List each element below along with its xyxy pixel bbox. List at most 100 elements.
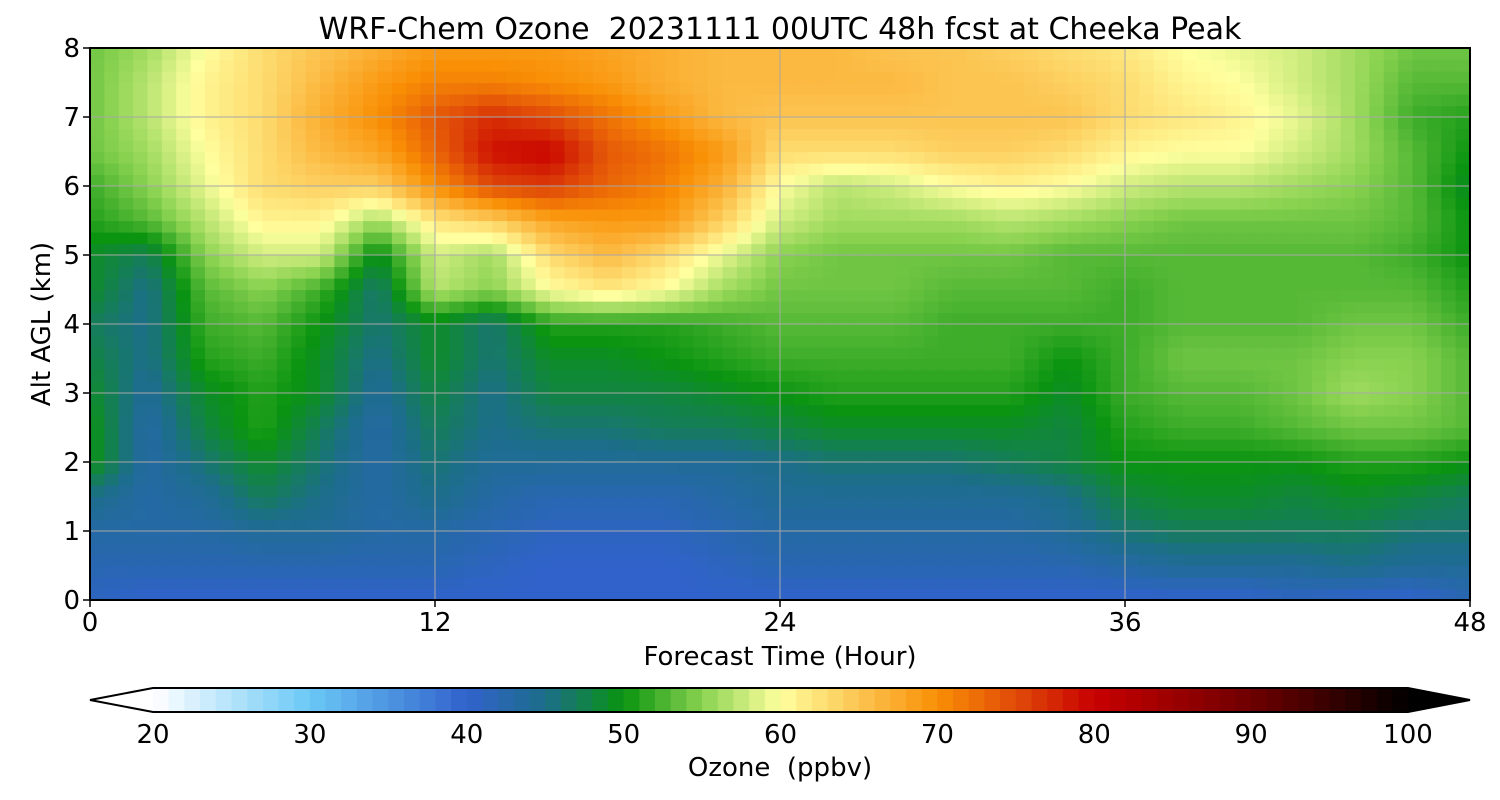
heatmap-cell bbox=[219, 404, 235, 417]
heatmap-cell bbox=[866, 105, 882, 118]
heatmap-cell bbox=[1110, 255, 1126, 268]
heatmap-cell bbox=[118, 117, 134, 130]
heatmap-cell bbox=[722, 232, 738, 245]
heatmap-cell bbox=[1211, 324, 1227, 337]
heatmap-cell bbox=[693, 404, 709, 417]
heatmap-cell bbox=[348, 232, 364, 245]
heatmap-cell bbox=[1225, 163, 1241, 176]
heatmap-cell bbox=[708, 163, 724, 176]
heatmap-cell bbox=[1125, 542, 1140, 555]
heatmap-cell bbox=[535, 232, 551, 245]
heatmap-cell bbox=[161, 462, 177, 475]
heatmap-cell bbox=[1369, 370, 1385, 383]
heatmap-cell bbox=[952, 82, 968, 95]
heatmap-cell bbox=[506, 312, 522, 325]
heatmap-cell bbox=[851, 209, 867, 222]
heatmap-cell bbox=[1168, 140, 1184, 153]
heatmap-cell bbox=[938, 140, 954, 153]
heatmap-cell bbox=[1441, 48, 1457, 61]
heatmap-cell bbox=[1211, 163, 1227, 176]
heatmap-cell bbox=[1096, 209, 1112, 222]
heatmap-cell bbox=[1096, 105, 1112, 118]
heatmap-cell bbox=[363, 128, 379, 141]
heatmap-cell bbox=[1024, 94, 1040, 107]
heatmap-cell bbox=[1254, 381, 1270, 394]
heatmap-cell bbox=[909, 370, 925, 383]
heatmap-cell bbox=[190, 255, 206, 268]
heatmap-cell bbox=[1081, 94, 1097, 107]
heatmap-cell bbox=[391, 48, 407, 61]
heatmap-cell bbox=[363, 554, 379, 567]
heatmap-cell bbox=[1383, 404, 1399, 417]
heatmap-cell bbox=[521, 496, 537, 509]
heatmap-cell bbox=[1110, 439, 1126, 452]
colorbar-segment bbox=[388, 688, 405, 712]
heatmap-cell bbox=[794, 485, 810, 498]
heatmap-cell bbox=[650, 416, 666, 429]
heatmap-cell bbox=[1311, 209, 1327, 222]
heatmap-cell bbox=[1355, 370, 1370, 383]
heatmap-cell bbox=[550, 554, 565, 567]
heatmap-cell bbox=[1441, 82, 1457, 95]
heatmap-cell bbox=[880, 186, 896, 199]
heatmap-cell bbox=[665, 163, 680, 176]
heatmap-cell bbox=[679, 128, 695, 141]
heatmap-cell bbox=[665, 105, 680, 118]
heatmap-cell bbox=[607, 278, 623, 291]
heatmap-cell bbox=[578, 324, 594, 337]
heatmap-cell bbox=[679, 59, 695, 72]
heatmap-cell bbox=[406, 174, 422, 187]
heatmap-cell bbox=[348, 128, 364, 141]
heatmap-cell bbox=[348, 335, 364, 348]
heatmap-cell bbox=[679, 519, 695, 532]
heatmap-cell bbox=[420, 59, 436, 72]
heatmap-cell bbox=[851, 243, 867, 256]
heatmap-cell bbox=[1139, 128, 1155, 141]
heatmap-cell bbox=[377, 335, 393, 348]
heatmap-cell bbox=[1211, 197, 1227, 210]
heatmap-cell bbox=[823, 243, 839, 256]
heatmap-cell bbox=[521, 473, 537, 486]
heatmap-cell bbox=[1139, 174, 1155, 187]
heatmap-cell bbox=[1038, 59, 1054, 72]
heatmap-cell bbox=[492, 565, 508, 578]
heatmap-cell bbox=[104, 220, 120, 233]
heatmap-cell bbox=[780, 59, 795, 72]
heatmap-cell bbox=[1038, 140, 1054, 153]
heatmap-cell bbox=[320, 554, 335, 567]
heatmap-cell bbox=[1225, 519, 1241, 532]
heatmap-cell bbox=[1038, 174, 1054, 187]
heatmap-cell bbox=[1038, 347, 1054, 360]
heatmap-cell bbox=[219, 439, 235, 452]
heatmap-cell bbox=[837, 577, 853, 590]
heatmap-cell bbox=[1383, 393, 1399, 406]
heatmap-cell bbox=[1096, 82, 1112, 95]
heatmap-cell bbox=[463, 163, 479, 176]
heatmap-cell bbox=[435, 347, 450, 360]
heatmap-cell bbox=[866, 151, 882, 164]
heatmap-cell bbox=[320, 508, 335, 521]
heatmap-cell bbox=[780, 439, 795, 452]
heatmap-cell bbox=[665, 117, 680, 130]
heatmap-cell bbox=[665, 554, 680, 567]
heatmap-cell bbox=[1355, 439, 1370, 452]
heatmap-cell bbox=[895, 209, 910, 222]
heatmap-cell bbox=[952, 243, 968, 256]
heatmap-cell bbox=[1153, 542, 1169, 555]
heatmap-cell bbox=[205, 82, 220, 95]
heatmap-cell bbox=[708, 416, 724, 429]
heatmap-cell bbox=[650, 243, 666, 256]
heatmap-cell bbox=[1311, 473, 1327, 486]
heatmap-cell bbox=[1398, 370, 1414, 383]
heatmap-cell bbox=[334, 416, 350, 429]
heatmap-cell bbox=[1139, 531, 1155, 544]
heatmap-cell bbox=[550, 105, 565, 118]
heatmap-cell bbox=[104, 151, 120, 164]
heatmap-cell bbox=[463, 186, 479, 199]
heatmap-cell bbox=[981, 554, 997, 567]
heatmap-cell bbox=[650, 255, 666, 268]
heatmap-cell bbox=[1067, 404, 1083, 417]
heatmap-cell bbox=[1311, 450, 1327, 463]
heatmap-cell bbox=[895, 128, 910, 141]
